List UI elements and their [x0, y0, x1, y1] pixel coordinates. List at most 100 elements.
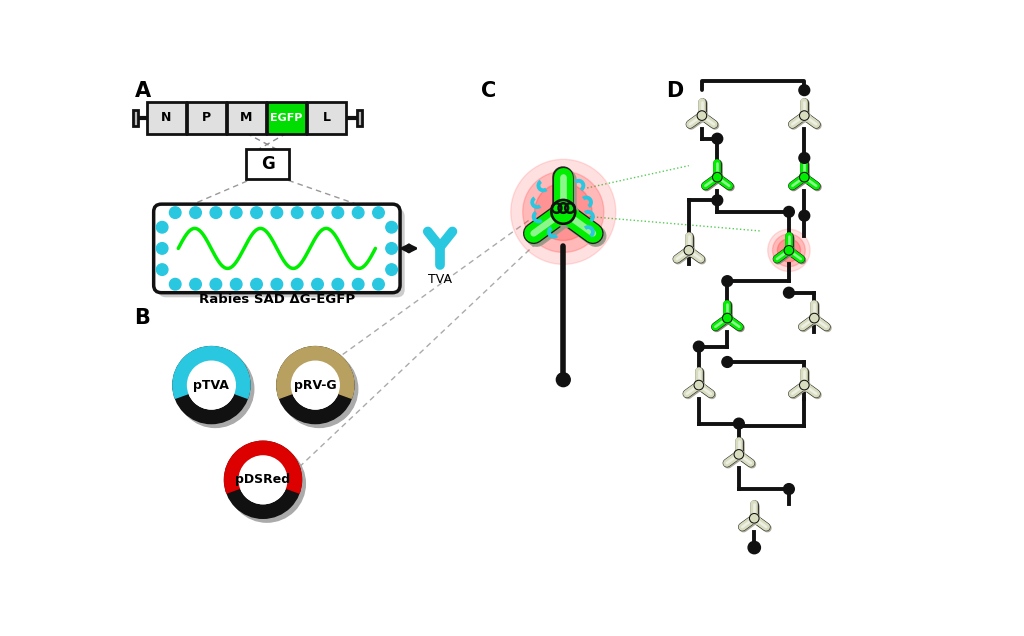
Circle shape [230, 207, 242, 218]
Text: D: D [666, 81, 683, 101]
FancyBboxPatch shape [186, 102, 226, 134]
Wedge shape [224, 441, 301, 493]
Circle shape [386, 264, 397, 275]
Circle shape [210, 207, 221, 218]
FancyBboxPatch shape [146, 102, 186, 134]
Text: A: A [134, 81, 151, 101]
Circle shape [784, 245, 794, 255]
Circle shape [801, 112, 810, 121]
Circle shape [189, 207, 202, 218]
Circle shape [292, 361, 339, 409]
Circle shape [811, 314, 820, 324]
FancyBboxPatch shape [226, 102, 266, 134]
Circle shape [352, 279, 364, 290]
Circle shape [292, 207, 303, 218]
Circle shape [698, 112, 708, 121]
Circle shape [386, 221, 397, 233]
Circle shape [749, 541, 761, 554]
Circle shape [157, 243, 168, 254]
Circle shape [712, 195, 723, 205]
Text: P: P [202, 111, 211, 125]
Circle shape [191, 365, 240, 413]
Text: Rabies SAD ΔG-EGFP: Rabies SAD ΔG-EGFP [199, 293, 355, 306]
Circle shape [697, 111, 707, 120]
Circle shape [173, 347, 250, 424]
Text: M: M [241, 111, 253, 125]
Circle shape [785, 247, 795, 256]
Circle shape [695, 382, 705, 391]
Circle shape [799, 153, 810, 163]
Circle shape [799, 85, 810, 95]
Text: EGFP: EGFP [270, 113, 303, 123]
Text: TVA: TVA [428, 273, 453, 286]
Circle shape [169, 207, 181, 218]
Text: pTVA: pTVA [194, 378, 229, 392]
FancyBboxPatch shape [246, 149, 289, 179]
Circle shape [230, 279, 242, 290]
Circle shape [694, 380, 703, 390]
Circle shape [733, 418, 744, 429]
Circle shape [751, 515, 760, 524]
Wedge shape [173, 347, 250, 398]
Circle shape [801, 174, 810, 183]
FancyBboxPatch shape [154, 204, 400, 293]
Circle shape [228, 445, 305, 522]
Circle shape [713, 172, 722, 182]
Circle shape [169, 279, 181, 290]
Circle shape [187, 361, 236, 409]
Circle shape [276, 347, 354, 424]
Circle shape [271, 207, 283, 218]
FancyBboxPatch shape [307, 102, 346, 134]
Circle shape [352, 207, 364, 218]
Text: C: C [481, 81, 497, 101]
Wedge shape [276, 347, 354, 398]
Circle shape [768, 229, 810, 272]
Text: B: B [134, 308, 151, 328]
Circle shape [292, 279, 303, 290]
Circle shape [551, 200, 575, 224]
FancyBboxPatch shape [357, 110, 362, 125]
Circle shape [189, 279, 202, 290]
Circle shape [240, 456, 287, 504]
Circle shape [511, 160, 615, 265]
Circle shape [157, 221, 168, 233]
Text: EnvA coat: EnvA coat [248, 203, 306, 216]
Circle shape [251, 207, 262, 218]
Circle shape [800, 111, 809, 120]
Circle shape [800, 380, 809, 390]
Circle shape [685, 247, 694, 256]
Text: G: G [261, 155, 274, 173]
Circle shape [177, 350, 254, 427]
Circle shape [311, 207, 324, 218]
Circle shape [714, 174, 723, 183]
Circle shape [243, 460, 291, 508]
Circle shape [210, 279, 221, 290]
Circle shape [271, 279, 283, 290]
Circle shape [777, 238, 801, 262]
Circle shape [522, 171, 604, 252]
Circle shape [693, 341, 705, 352]
Circle shape [735, 451, 744, 460]
Circle shape [712, 134, 723, 144]
Circle shape [722, 357, 733, 368]
Circle shape [722, 276, 733, 287]
Circle shape [783, 207, 795, 218]
Text: L: L [323, 111, 331, 125]
Circle shape [224, 441, 301, 518]
Circle shape [772, 234, 805, 266]
Text: pRV-G: pRV-G [294, 378, 337, 392]
Circle shape [750, 513, 759, 523]
Circle shape [332, 207, 344, 218]
Circle shape [373, 207, 384, 218]
Circle shape [386, 243, 397, 254]
Text: N: N [161, 111, 172, 125]
Circle shape [801, 382, 810, 391]
Circle shape [800, 172, 809, 182]
Circle shape [281, 350, 357, 427]
Text: pDSRed: pDSRed [236, 473, 291, 487]
Circle shape [799, 211, 810, 221]
Circle shape [554, 203, 579, 226]
Circle shape [783, 483, 795, 494]
Circle shape [240, 456, 287, 504]
Circle shape [292, 361, 339, 409]
